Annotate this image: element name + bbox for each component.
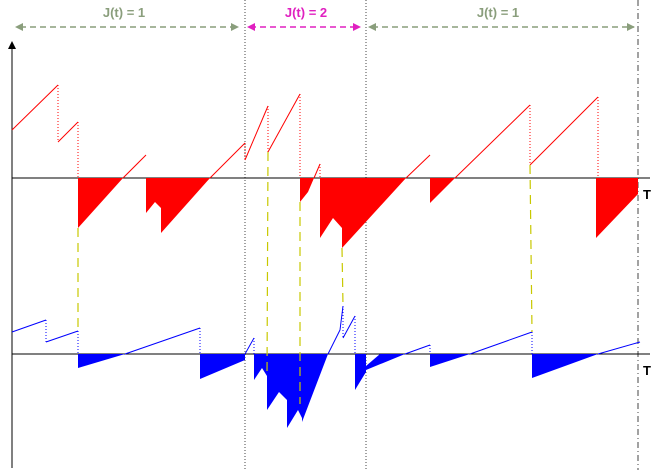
lower-axis-label: T [643,363,651,378]
lower-negative-region-2 [200,354,245,379]
upper-negative-region-2 [146,178,210,233]
upper-process [11,84,638,248]
upper-ramp-9 [454,104,531,179]
lower-ramp-8 [469,331,533,355]
lower-ramp-7 [404,344,431,355]
lower-ramp-2 [45,330,79,343]
lower-negative-region-1 [78,354,125,368]
lower-ramp-3 [124,327,201,355]
upper-ramp-2 [57,121,79,143]
lower-negative-region-3 [254,354,328,428]
connector-2 [266,151,269,377]
lower-ramp-5 [327,305,344,355]
upper-ramp-5 [244,105,269,161]
upper-ramp-8 [405,154,431,179]
region-label-1: J(t) = 1 [103,5,145,20]
connector-5 [529,164,533,333]
upper-negative-region-1 [78,178,123,228]
upper-ramp-6 [267,93,301,153]
upper-ramp-1 [11,84,59,131]
lower-ramp-4 [244,337,255,355]
upper-ramp-10 [529,96,599,166]
upper-ramp-7 [313,163,321,179]
region-label-2: J(t) = 2 [285,5,327,20]
lower-process [11,305,641,428]
lower-ramp-6 [342,315,356,339]
lower-negative-region-4 [355,354,366,390]
lower-negative-region-5 [366,354,405,370]
region-label-bg-1 [72,2,176,22]
lower-ramp-1 [11,319,47,333]
lower-negative-region-6 [430,354,470,367]
upper-negative-region-5 [430,178,455,203]
upper-negative-region-6 [596,178,638,238]
lower-ramp-9 [597,341,641,355]
upper-negative-region-4 [320,178,406,248]
upper-ramp-3 [122,154,147,179]
region-label-3: J(t) = 1 [477,5,519,20]
connector-4 [341,247,344,307]
upper-ramp-4 [209,142,246,179]
lower-negative-region-7 [532,354,598,378]
region-dividers [244,0,639,470]
event-connectors [77,151,533,404]
upper-axis-label: T [643,187,651,202]
region-label-bg-2 [270,2,340,22]
region-label-bg-3 [446,2,550,22]
upper-negative-region-3 [300,178,314,202]
